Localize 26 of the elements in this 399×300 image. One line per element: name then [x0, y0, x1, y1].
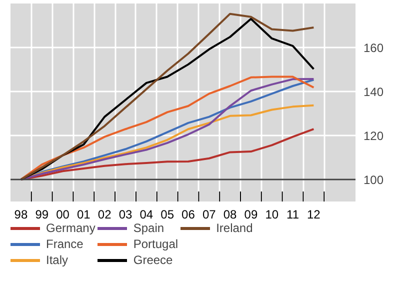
x-tick-label: 04	[140, 208, 154, 222]
x-tick-label: 07	[202, 208, 216, 222]
x-tick-label: 00	[56, 208, 70, 222]
x-tick-label: 09	[244, 208, 258, 222]
x-tick-label: 05	[160, 208, 174, 222]
x-tick-label: 10	[265, 208, 279, 222]
y-tick-label: 100	[364, 173, 384, 187]
y-tick-label: 160	[364, 41, 384, 55]
x-tick-label: 12	[307, 208, 321, 222]
legend-label: France	[46, 237, 84, 251]
legend-label: Spain	[133, 221, 164, 235]
x-tick-label: 03	[118, 208, 132, 222]
x-tick-label: 01	[77, 208, 91, 222]
y-tick-label: 140	[364, 85, 384, 99]
x-tick-label: 98	[14, 208, 28, 222]
x-tick-label: 06	[182, 208, 196, 222]
legend-label: Germany	[46, 221, 96, 235]
legend-label: Greece	[133, 253, 173, 267]
x-tick-label: 99	[35, 208, 49, 222]
legend-label: Portugal	[133, 237, 178, 251]
x-tick-label: 02	[98, 208, 112, 222]
legend-label: Ireland	[216, 221, 253, 235]
legend-label: Italy	[46, 253, 68, 267]
x-tick-label: 08	[223, 208, 238, 222]
x-tick-label: 11	[286, 208, 300, 222]
y-tick-label: 120	[364, 129, 384, 143]
